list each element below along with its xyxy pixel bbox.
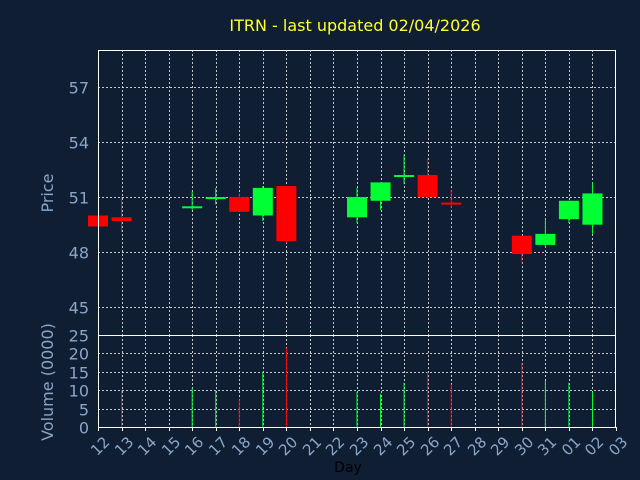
- volume-bars: [121, 347, 593, 427]
- candle-body: [252, 187, 273, 216]
- x-axis-label: Day: [334, 460, 362, 476]
- candle-body: [558, 200, 579, 220]
- candle-body: [276, 186, 297, 242]
- volume-tick-label: 15: [69, 364, 89, 383]
- price-tick-label: 51: [69, 189, 89, 208]
- price-axis-label: Price: [38, 173, 57, 212]
- candle-body: [370, 182, 391, 201]
- volume-tick-label: 10: [69, 382, 89, 401]
- volume-tick-label: 25: [69, 327, 89, 346]
- candle-body: [111, 217, 132, 221]
- candle-body: [417, 175, 438, 198]
- candle-body: [441, 202, 462, 205]
- candle-body: [394, 175, 415, 178]
- price-tick-label: 45: [69, 299, 89, 318]
- candle-body: [535, 233, 556, 245]
- price-tick-label: 54: [69, 134, 89, 153]
- price-candles: [88, 154, 603, 264]
- volume-tick-label: 20: [69, 345, 89, 364]
- candle-body: [511, 235, 532, 255]
- candle-body: [582, 193, 603, 225]
- candle-body: [182, 206, 203, 209]
- candle-body: [229, 197, 250, 212]
- price-grid: [98, 50, 616, 335]
- price-tick-label: 57: [69, 79, 89, 98]
- candle-body: [205, 197, 226, 200]
- price-tick-label: 48: [69, 244, 89, 263]
- candle-body: [347, 197, 367, 218]
- volume-tick-label: 5: [79, 401, 89, 420]
- chart-title: ITRN - last updated 02/04/2026: [229, 16, 480, 35]
- volume-axis-label: Volume (0000): [38, 323, 57, 441]
- volume-tick-label: 0: [79, 419, 89, 438]
